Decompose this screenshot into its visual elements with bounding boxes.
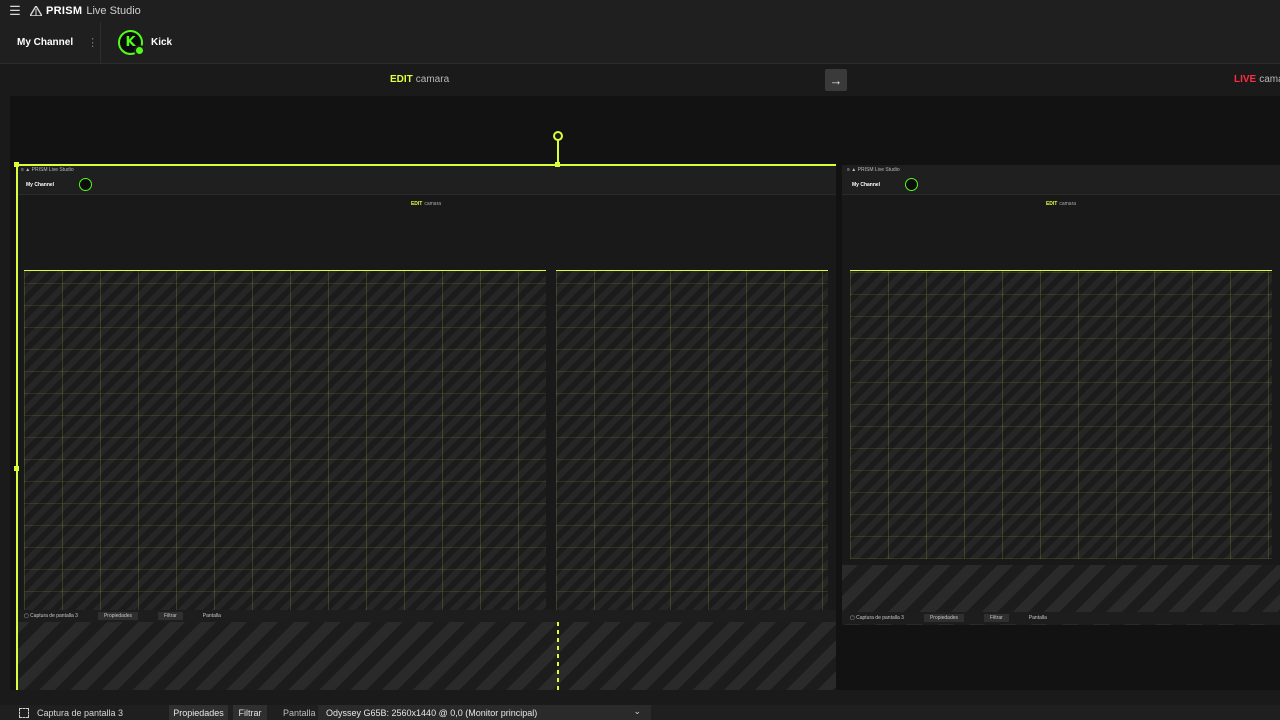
platform-kick[interactable]: K Kick bbox=[118, 30, 173, 56]
monitor-value: Odyssey G65B: 2560x1440 @ 0,0 (Monitor p… bbox=[326, 707, 538, 718]
mini-scene-header-live: EDIT camara bbox=[1045, 201, 1077, 207]
selection-left bbox=[16, 164, 18, 690]
mini-channel-bar: My Channel bbox=[16, 175, 836, 195]
edit-scene-label: EDIT camara bbox=[390, 74, 449, 85]
captured-screen: ≡ ▲ PRISM Live Studio My Channel EDIT ca… bbox=[16, 165, 836, 620]
monitor-label: Pantalla bbox=[283, 708, 316, 718]
capture-icon bbox=[19, 708, 29, 718]
monitor-select[interactable]: Odyssey G65B: 2560x1440 @ 0,0 (Monitor p… bbox=[318, 705, 651, 720]
rotate-handle[interactable] bbox=[553, 131, 563, 141]
mini-title-bar-live: ≡ ▲ PRISM Live Studio bbox=[842, 165, 1280, 175]
live-scene-name: camara bbox=[1259, 74, 1280, 85]
chevron-down-icon: ⌄ bbox=[633, 706, 641, 716]
app-title: Live Studio bbox=[86, 5, 141, 17]
live-canvas: ≡ ▲ PRISM Live Studio My Channel EDIT ca… bbox=[842, 165, 1280, 625]
captured-screen-live: ≡ ▲ PRISM Live Studio My Channel EDIT ca… bbox=[842, 165, 1280, 565]
source-name: Captura de pantalla 3 bbox=[37, 708, 124, 718]
app-brand: PRISM Live Studio bbox=[30, 5, 141, 17]
selection-top bbox=[16, 164, 836, 166]
live-tag: LIVE bbox=[1234, 74, 1257, 85]
live-scene-label: LIVEcamara bbox=[1234, 74, 1280, 85]
edit-scene-name: camara bbox=[415, 74, 450, 85]
mini-scene-header: EDIT camara bbox=[410, 201, 442, 207]
mini-bottom-bar: ▢ Captura de pantalla 3 Propiedades Filtr… bbox=[16, 610, 836, 622]
channel-bar: My Channel ⋮ K Kick bbox=[0, 22, 1280, 64]
rotate-stem bbox=[557, 140, 559, 165]
mini-preview-live bbox=[850, 270, 1272, 559]
mini-bottom-bar-live: ▢ Captura de pantalla 3 Propiedades Filtr… bbox=[842, 612, 1280, 624]
kick-badge bbox=[134, 45, 145, 56]
brand-name: PRISM bbox=[46, 5, 83, 17]
title-bar: ☰ PRISM Live Studio bbox=[0, 0, 1280, 22]
edit-canvas[interactable]: ≡ ▲ PRISM Live Studio My Channel EDIT ca… bbox=[16, 165, 836, 690]
edit-tag: EDIT bbox=[390, 74, 413, 85]
filter-button[interactable]: Filtrar bbox=[233, 705, 267, 720]
center-guide bbox=[557, 622, 559, 690]
channel-name[interactable]: My Channel bbox=[17, 37, 74, 48]
mini-channel-bar-live: My Channel bbox=[842, 175, 1280, 195]
source-bar: Captura de pantalla 3 Propiedades Filtra… bbox=[0, 705, 1280, 720]
resize-handle-tm[interactable] bbox=[555, 162, 560, 167]
mini-kick-icon bbox=[79, 178, 93, 191]
resize-handle-tl[interactable] bbox=[14, 162, 19, 167]
kick-icon: K bbox=[118, 30, 145, 56]
preview-area[interactable]: ≡ ▲ PRISM Live Studio My Channel EDIT ca… bbox=[10, 96, 1280, 690]
divider bbox=[100, 22, 101, 64]
hatch-pattern bbox=[16, 620, 836, 690]
mini-preview-right bbox=[556, 270, 828, 614]
platform-label: Kick bbox=[151, 37, 173, 48]
resize-handle-ml[interactable] bbox=[14, 466, 19, 471]
prism-logo-icon bbox=[30, 6, 42, 16]
mini-preview bbox=[24, 270, 546, 614]
properties-button[interactable]: Propiedades bbox=[169, 705, 228, 720]
mini-kick-icon-live bbox=[905, 178, 919, 191]
mini-title-bar: ≡ ▲ PRISM Live Studio bbox=[16, 165, 836, 175]
more-icon[interactable]: ⋮ bbox=[87, 37, 99, 49]
arrow-right-icon[interactable]: → bbox=[825, 69, 847, 91]
menu-icon[interactable]: ☰ bbox=[9, 3, 21, 18]
